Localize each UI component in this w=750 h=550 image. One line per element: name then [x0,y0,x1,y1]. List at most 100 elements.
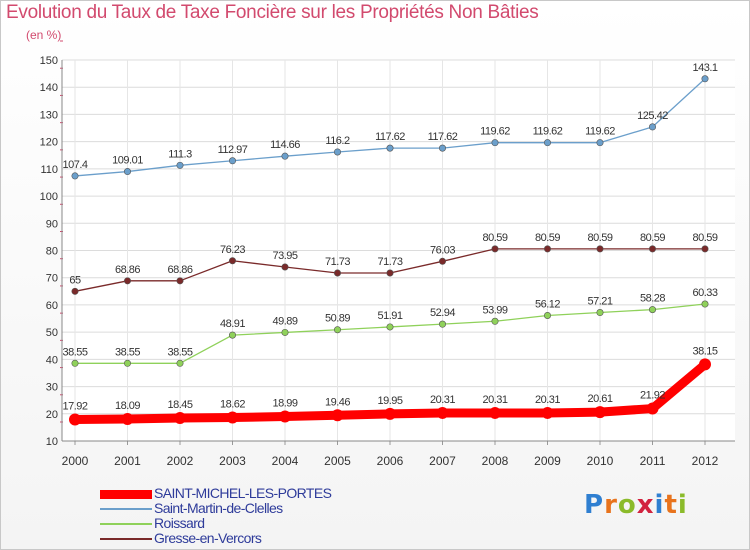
data-label: 56.12 [535,298,560,310]
data-label: 116.2 [325,135,350,147]
data-point [491,139,499,147]
data-point [699,358,711,371]
data-label: 21.92 [640,390,665,402]
y-tick-label: 10 [46,436,58,448]
data-label: 107.4 [62,159,87,171]
data-label: 18.99 [272,398,297,410]
data-label: 53.99 [482,304,507,316]
data-point [226,411,239,424]
data-label: 18.62 [220,399,245,411]
data-point [281,263,289,271]
x-tick-label: 2000 [62,454,89,468]
data-point [71,172,79,180]
data-label: 73.95 [272,250,297,262]
logo-letter: x [636,490,655,520]
data-label: 80.59 [587,232,612,244]
data-point [124,168,132,176]
data-label: 76.03 [430,244,455,256]
data-label: 80.59 [535,232,560,244]
data-label: 20.61 [587,393,612,405]
data-label: 117.62 [375,131,405,143]
x-tick-label: 2009 [534,454,561,468]
data-point [543,139,551,147]
data-point [69,413,81,426]
logo-letter: r [604,490,618,520]
data-point [701,245,709,253]
legend-swatch [100,489,152,499]
data-label: 119.62 [480,126,510,138]
data-label: 68.86 [167,264,192,276]
data-point [436,406,449,419]
data-point [279,410,291,423]
legend-label: Roissard [154,515,205,531]
data-label: 76.23 [220,244,245,256]
data-label: 18.09 [115,400,140,412]
data-label: 71.73 [377,256,402,268]
data-point [438,320,446,328]
data-point [281,328,289,336]
data-label: 119.62 [585,126,615,138]
data-label: 49.89 [272,315,297,327]
data-label: 111.3 [168,148,192,160]
y-tick-label: 60 [46,300,58,312]
x-tick-label: 2007 [429,454,456,468]
data-point [596,139,604,147]
data-point [489,406,501,419]
y-tick-label: 90 [46,218,58,230]
legend-swatch [100,523,152,525]
data-label: 80.59 [640,232,665,244]
data-label: 114.66 [270,139,300,151]
data-label: 38.55 [115,346,140,358]
y-tick-label: 20 [46,409,58,421]
data-label: 19.46 [325,396,350,408]
data-label: 112.97 [218,144,248,156]
data-point [124,359,132,367]
legend-swatch [100,538,152,540]
data-point [333,148,341,156]
data-point [543,245,551,253]
data-point [229,257,237,265]
data-point [124,277,132,285]
logo-letter: i [677,490,688,520]
data-point [648,245,656,253]
data-label: 17.92 [62,400,87,412]
data-point [331,409,344,422]
legend-label: SAINT-MICHEL-LES-PORTES [154,485,332,501]
y-tick-label: 40 [46,354,58,366]
data-label: 50.89 [325,313,350,325]
proxiti-logo: Proxiti [584,490,688,520]
x-tick-label: 2006 [377,454,404,468]
y-tick-label: 70 [46,273,58,285]
data-point [491,317,499,325]
x-tick-label: 2002 [167,454,194,468]
data-point [543,311,551,319]
chart-subtitle: (en %) [26,28,62,42]
y-tick-label: 30 [46,382,58,394]
data-point [438,144,446,152]
data-point [229,157,237,165]
data-point [491,245,499,253]
data-point [596,309,604,317]
data-label: 57.21 [587,296,612,308]
data-point [174,412,186,425]
data-point [648,306,656,314]
data-label: 38.55 [62,346,87,358]
y-tick-label: 150 [40,55,58,67]
data-label: 58.28 [640,293,665,305]
y-tick-label: 130 [40,109,58,121]
data-point [281,152,289,160]
x-tick-label: 2004 [272,454,299,468]
data-point [701,75,709,83]
data-label: 80.59 [482,232,507,244]
data-point [333,326,341,334]
data-point [594,406,606,419]
data-point [71,287,79,295]
data-point [176,161,184,169]
legend-swatch [100,508,152,510]
data-label: 68.86 [115,264,140,276]
y-tick-label: 120 [40,137,58,149]
logo-letter: t [664,490,678,520]
x-tick-label: 2001 [114,454,141,468]
data-label: 48.91 [220,318,245,330]
